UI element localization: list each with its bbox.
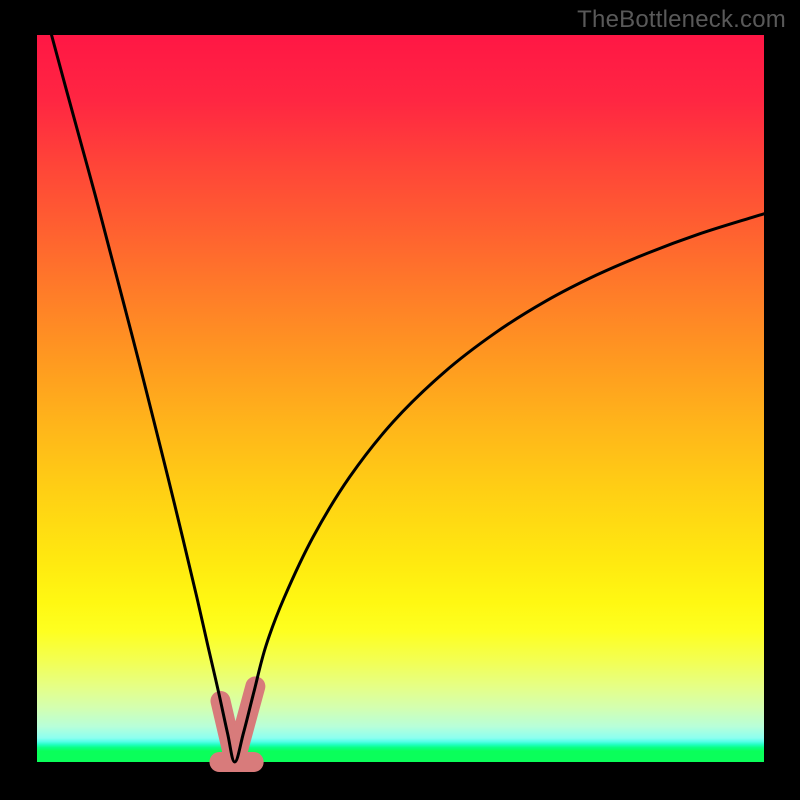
v-curve: [52, 35, 764, 762]
chart-root: TheBottleneck.com: [0, 0, 800, 800]
curve-layer: [37, 35, 764, 762]
watermark-text: TheBottleneck.com: [577, 6, 786, 34]
plot-area: [37, 35, 764, 762]
